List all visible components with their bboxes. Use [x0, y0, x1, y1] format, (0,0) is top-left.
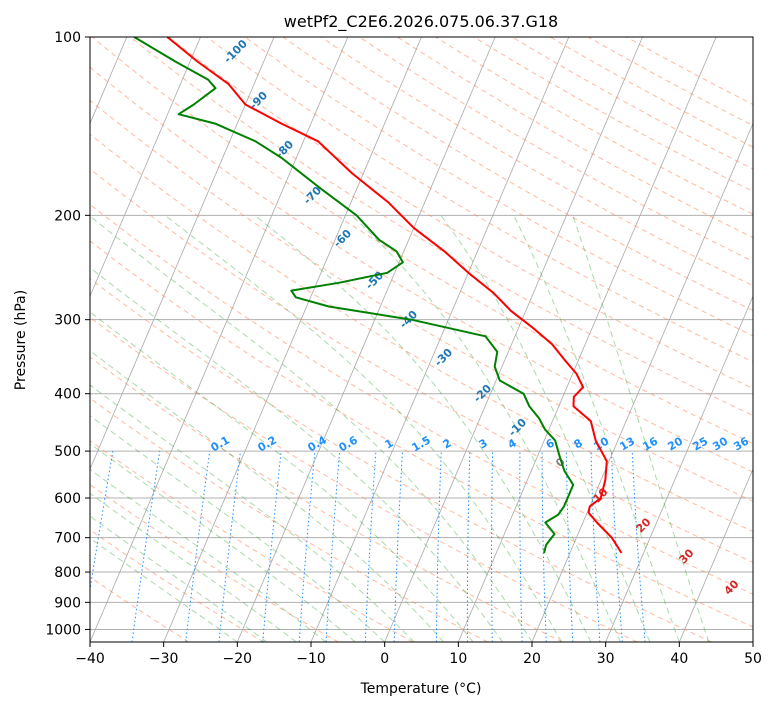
- dry-adiabat: [512, 37, 775, 642]
- x-axis: −40 −30 −20 −10 0 10 20 30 40 50: [75, 642, 762, 667]
- isotherm: [753, 37, 775, 642]
- chart-title: wetPf2_C2E6.2026.075.06.37.G18: [284, 12, 558, 32]
- y-axis-title: Pressure (hPa): [13, 290, 29, 390]
- mixing-ratio-line: [186, 451, 210, 642]
- isotherm: [679, 37, 775, 642]
- isotherm: [458, 37, 716, 642]
- mixing-ratio-label: 20: [665, 434, 685, 453]
- y-tick-label: 700: [54, 531, 81, 547]
- dry-adiabat: [436, 37, 775, 642]
- moist-adiabat-label: -20: [471, 382, 494, 405]
- mixing-ratio-label: 2: [441, 436, 454, 451]
- mixing-ratio-lines: [82, 451, 645, 642]
- mixing-ratio-line: [520, 451, 522, 642]
- dry-adiabat-label: 20: [634, 515, 654, 535]
- moist-adiabat-label: -70: [301, 184, 324, 207]
- y-tick-label: 500: [54, 444, 81, 460]
- y-tick-label: 200: [54, 208, 81, 224]
- pressure-gridlines: [90, 37, 753, 629]
- mixing-ratio-line: [591, 451, 600, 642]
- x-tick-label: −30: [149, 651, 179, 667]
- mixing-ratio-line: [132, 451, 160, 642]
- mixing-ratio-label: 4: [506, 436, 519, 451]
- dry-adiabat: [0, 37, 562, 642]
- mixing-ratio-label: 36: [731, 434, 751, 453]
- dewpoint-line: [134, 37, 573, 553]
- moist-adiabat: [0, 215, 326, 642]
- sounding-series: [134, 37, 621, 553]
- dry-adiabat-label: 40: [722, 577, 742, 597]
- dry-adiabat: [0, 37, 637, 642]
- moist-adiabat: [165, 215, 562, 642]
- mixing-ratio-line: [365, 451, 376, 642]
- mixing-ratio-line: [492, 451, 493, 642]
- isotherm: [385, 37, 643, 642]
- x-tick-label: 50: [744, 651, 762, 667]
- dry-adiabat: [550, 37, 775, 642]
- x-tick-label: −20: [223, 651, 253, 667]
- x-tick-label: 20: [523, 651, 541, 667]
- y-tick-label: 800: [54, 565, 81, 581]
- dry-adiabat: [0, 37, 712, 642]
- moist-adiabat: [0, 215, 296, 642]
- mixing-ratio-line: [467, 451, 470, 642]
- isotherm: [16, 37, 274, 642]
- mixing-ratio-label: 8: [572, 436, 585, 451]
- x-tick-label: −10: [296, 651, 326, 667]
- y-tick-label: 900: [54, 595, 81, 611]
- temperature-line: [167, 37, 621, 553]
- moist-adiabat-label: -50: [363, 269, 386, 292]
- dry-adiabat: [0, 37, 488, 642]
- moist-adiabat: [0, 215, 267, 642]
- dry-adiabat-lines: [0, 37, 775, 642]
- x-tick-label: 0: [380, 651, 389, 667]
- mixing-ratio-label: 25: [690, 435, 710, 454]
- mixing-ratio-line: [436, 451, 441, 642]
- x-tick-label: 40: [670, 651, 688, 667]
- dry-adiabat-label: 30: [677, 546, 697, 566]
- dry-adiabat: [0, 37, 413, 642]
- x-tick-label: −40: [75, 651, 105, 667]
- mixing-ratio-label: 30: [710, 434, 730, 453]
- plot-frame: [90, 37, 753, 642]
- moist-adiabat-label: -10: [506, 416, 529, 439]
- dry-adiabat: [0, 37, 338, 642]
- x-tick-label: 30: [597, 651, 615, 667]
- moist-adiabat: [0, 215, 237, 642]
- dry-adiabat: [0, 37, 775, 642]
- y-tick-label: 1000: [45, 622, 81, 638]
- y-tick-label: 600: [54, 491, 81, 507]
- moist-adiabat-label: -100: [221, 37, 250, 66]
- dry-adiabat: [283, 37, 775, 642]
- y-axis: 1000 900 800 700 600 500 400 300 200 100: [45, 30, 90, 638]
- y-tick-label: 300: [54, 313, 81, 329]
- mixing-ratio-label: 3: [477, 436, 490, 451]
- mixing-ratio-label: 1: [383, 436, 396, 451]
- moist-adiabat-label: -80: [273, 138, 296, 161]
- dry-adiabat: [245, 37, 775, 642]
- y-tick-label: 100: [54, 30, 81, 46]
- mixing-ratio-line: [82, 451, 113, 642]
- y-tick-label: 400: [54, 387, 81, 403]
- dry-adiabat: [359, 37, 775, 642]
- x-axis-title: Temperature (°C): [360, 681, 482, 697]
- moist-adiabat-label: -60: [331, 227, 354, 250]
- isotherm: [90, 37, 348, 642]
- mixing-ratio-line: [219, 451, 241, 642]
- moist-adiabat: [514, 215, 680, 642]
- x-tick-label: 10: [449, 651, 467, 667]
